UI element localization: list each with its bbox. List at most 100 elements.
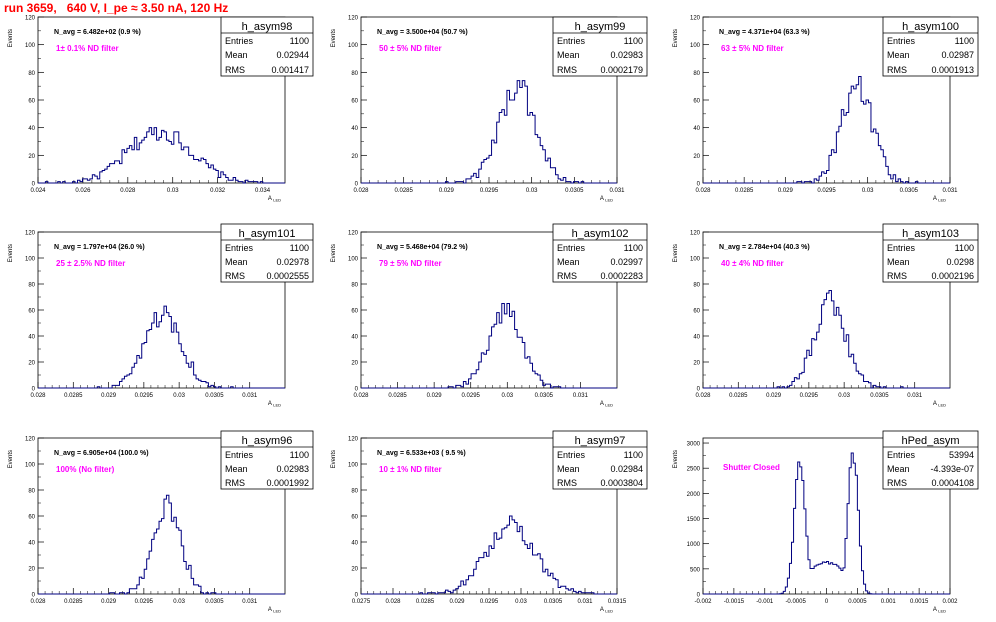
histogram-panel: 0 20 40 60 80 100 120 0.024 0.026 0.028 0.03 0.032 0… (8, 16, 314, 203)
stats-value: 0.0002196 (931, 271, 974, 281)
x-tick-label: -0.0015 (724, 599, 745, 605)
stats-value: 1100 (955, 243, 974, 253)
y-tick-label: 100 (25, 257, 36, 263)
y-tick-label: 100 (348, 257, 359, 263)
stats-value: 0.0002555 (266, 271, 309, 281)
stats-box (552, 223, 648, 283)
y-tick-label: 60 (351, 309, 358, 315)
histogram-panel: 0 20 40 60 80 100 120 0.028 0.0285 0.029 0.0295 0.0… (331, 223, 648, 408)
histogram-series (703, 75, 950, 184)
y-tick-label: 40 (351, 335, 358, 341)
y-tick-label: 120 (690, 16, 701, 22)
x-tick-label: 0.03 (173, 393, 185, 399)
x-tick-label: 0.03 (515, 599, 527, 605)
x-axis-title-subscript: LED (938, 198, 946, 203)
histogram-panel: 0 20 40 60 80 100 120 0.028 0.0285 0.029 0.0295 0.0… (8, 223, 314, 408)
x-tick-label: -0.001 (756, 599, 774, 605)
navg-label: N_avg = 3.500e+04 (50.7 %) (377, 29, 468, 36)
stats-box (220, 430, 314, 490)
x-axis-title: A LED (268, 196, 281, 203)
y-tick-label: 120 (348, 231, 359, 237)
stats-key: RMS (557, 65, 577, 75)
y-tick-label: 100 (348, 463, 359, 469)
y-tick-label: 20 (351, 567, 358, 573)
histogram-panel: 0 20 40 60 80 100 120 0.028 0.0285 0.029 0.0295 0.0… (673, 16, 979, 203)
x-tick-label: 0.0285 (735, 188, 754, 194)
filter-label: Shutter Closed (723, 463, 780, 472)
stats-value: 53994 (949, 450, 974, 460)
x-tick-label: 0.0015 (910, 599, 929, 605)
y-tick-label: 100 (690, 257, 701, 263)
histogram-series (38, 127, 285, 184)
stats-box (220, 223, 314, 283)
x-tick-label: 0.028 (695, 393, 711, 399)
x-tick-label: 0.028 (695, 188, 711, 194)
stats-box-title: h_asym98 (242, 21, 293, 33)
x-axis-title: A LED (600, 607, 613, 614)
x-tick-label: 0.029 (449, 599, 465, 605)
y-tick-label: 20 (693, 154, 700, 160)
stats-box (882, 430, 979, 490)
y-tick-label: 40 (351, 541, 358, 547)
y-tick-label: 20 (351, 154, 358, 160)
stats-key: RMS (225, 65, 245, 75)
navg-label: N_avg = 2.784e+04 (40.3 %) (719, 244, 810, 251)
x-tick-label: 0.029 (101, 393, 117, 399)
filter-label: 63 ± 5% ND filter (721, 44, 784, 53)
y-tick-label: 80 (28, 71, 35, 77)
stats-key: Entries (225, 450, 254, 460)
stats-box-title: h_asym99 (575, 21, 626, 33)
y-tick-label: 120 (25, 437, 36, 443)
x-tick-label: 0.03 (838, 393, 850, 399)
y-tick-label: 60 (351, 99, 358, 105)
x-axis-title: A LED (933, 401, 946, 408)
stats-value: 0.02978 (276, 257, 309, 267)
y-tick-label: 120 (690, 231, 701, 237)
x-axis-title-subscript: LED (273, 403, 281, 408)
y-tick-label: 20 (351, 361, 358, 367)
x-axis-title: A LED (268, 607, 281, 614)
x-tick-label: 0.028 (385, 599, 401, 605)
histogram-panel: 0 20 40 60 80 100 120 0.028 0.0285 0.029 0.0295 0.0… (331, 16, 648, 203)
y-tick-label: 20 (28, 154, 35, 160)
x-tick-label: 0.03 (173, 599, 185, 605)
stats-value: 0.0001992 (266, 478, 309, 488)
stats-key: Entries (887, 243, 916, 253)
y-tick-label: 100 (348, 43, 359, 49)
y-tick-label: 1000 (687, 542, 701, 548)
stats-key: RMS (887, 271, 907, 281)
stats-key: RMS (225, 478, 245, 488)
x-tick-label: 0.029 (766, 393, 782, 399)
x-axis-title-subscript: LED (938, 609, 946, 614)
y-tick-label: 100 (690, 43, 701, 49)
filter-label: 40 ± 4% ND filter (721, 259, 784, 268)
stats-value: 1100 (955, 36, 974, 46)
x-axis-title-subscript: LED (938, 403, 946, 408)
y-axis-title: Events (673, 450, 679, 468)
x-tick-label: 0.028 (353, 393, 369, 399)
y-tick-label: 60 (28, 99, 35, 105)
stats-box-title: h_asym97 (575, 435, 626, 447)
x-tick-label: 0.0295 (135, 599, 154, 605)
stats-value: 1100 (624, 36, 643, 46)
stats-key: RMS (887, 65, 907, 75)
stats-key: Entries (887, 450, 916, 460)
x-axis-title: A LED (600, 196, 613, 203)
y-tick-label: 40 (28, 541, 35, 547)
x-tick-label: 0.0285 (64, 393, 83, 399)
x-tick-label: 0.0295 (817, 188, 836, 194)
y-tick-label: 120 (348, 437, 359, 443)
run-title: run 3659, 640 V, I_pe ≈ 3.50 nA, 120 Hz (4, 1, 229, 15)
histogram-series (703, 452, 950, 595)
x-tick-label: 0.029 (101, 599, 117, 605)
y-tick-label: 80 (351, 489, 358, 495)
x-tick-label: 0.0285 (388, 393, 407, 399)
histogram-series (703, 290, 950, 389)
x-tick-label: 0.0005 (848, 599, 867, 605)
x-tick-label: 0.0305 (205, 599, 224, 605)
stats-value: 0.02984 (610, 464, 643, 474)
y-tick-label: 2500 (687, 467, 701, 473)
y-tick-label: 40 (693, 126, 700, 132)
y-tick-label: 80 (28, 489, 35, 495)
x-axis-title: A LED (933, 196, 946, 203)
